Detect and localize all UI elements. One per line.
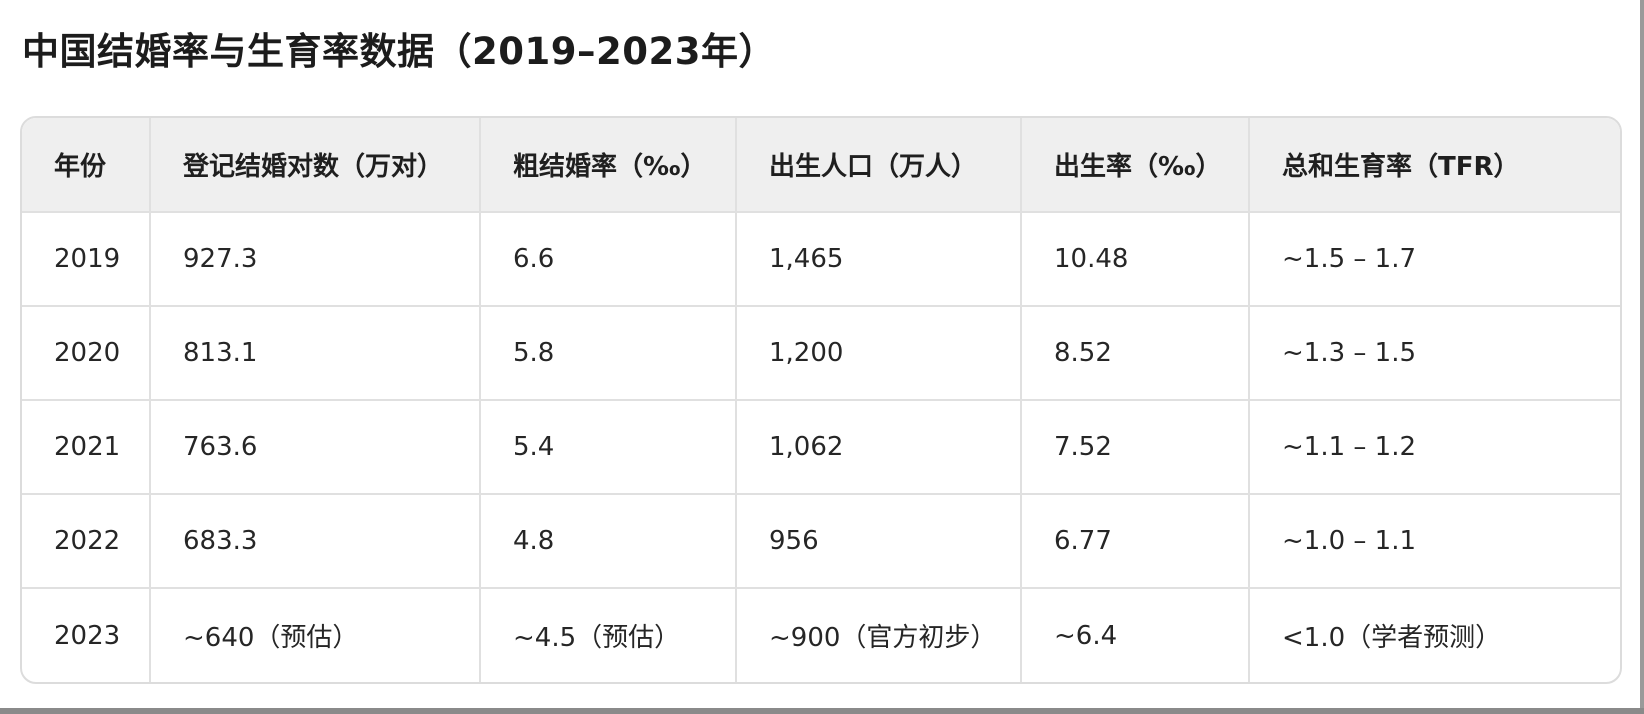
header-births: 出生人口（万人） [736, 118, 1022, 213]
cell-births: 1,062 [736, 400, 1022, 495]
table-row: 2020 813.1 5.8 1,200 8.52 ~1.3 – 1.5 [22, 306, 1620, 401]
header-marriage-registrations: 登记结婚对数（万对） [150, 118, 481, 213]
cell-total-fertility-rate: ~1.0 – 1.1 [1249, 494, 1620, 589]
data-table: 年份 登记结婚对数（万对） 粗结婚率（‰） 出生人口（万人） 出生率（‰） 总和… [22, 118, 1620, 682]
page-title: 中国结婚率与生育率数据（2019–2023年） [22, 30, 776, 73]
cell-year: 2023 [22, 588, 151, 682]
header-birth-rate: 出生率（‰） [1021, 118, 1250, 213]
header-total-fertility-rate: 总和生育率（TFR） [1249, 118, 1620, 213]
cell-total-fertility-rate: ~1.5 – 1.7 [1249, 212, 1620, 307]
cell-birth-rate: 6.77 [1021, 494, 1250, 589]
table-row: 2019 927.3 6.6 1,465 10.48 ~1.5 – 1.7 [22, 212, 1620, 307]
cell-year: 2019 [22, 212, 151, 307]
cell-total-fertility-rate: <1.0（学者预测） [1282, 623, 1502, 653]
cell-marriage-registrations: 927.3 [150, 212, 481, 307]
cell-marriage-registrations: 763.6 [150, 400, 481, 495]
cell-crude-marriage-rate: 5.4 [480, 400, 737, 495]
cell-year: 2022 [22, 494, 151, 589]
cell-births: ~900（官方初步） [736, 588, 1022, 682]
table-header-row: 年份 登记结婚对数（万对） 粗结婚率（‰） 出生人口（万人） 出生率（‰） 总和… [22, 118, 1620, 213]
cell-births: 1,465 [736, 212, 1022, 307]
header-year: 年份 [22, 118, 151, 213]
cell-year: 2021 [22, 400, 151, 495]
table-row: 2022 683.3 4.8 956 6.77 ~1.0 – 1.1 [22, 494, 1620, 589]
data-table-container: 年份 登记结婚对数（万对） 粗结婚率（‰） 出生人口（万人） 出生率（‰） 总和… [20, 116, 1622, 684]
cell-marriage-registrations: 813.1 [150, 306, 481, 401]
cell-marriage-registrations: ~640（预估） [150, 588, 481, 682]
cell-crude-marriage-rate: 4.8 [480, 494, 737, 589]
table-row: 2023 ~640（预估） ~4.5（预估） ~900（官方初步） ~6.4 <… [22, 588, 1620, 682]
cell-marriage-registrations: 683.3 [150, 494, 481, 589]
header-crude-marriage-rate: 粗结婚率（‰） [480, 118, 737, 213]
window-right-border [1640, 0, 1644, 714]
table-row: 2021 763.6 5.4 1,062 7.52 ~1.1 – 1.2 [22, 400, 1620, 495]
cell-births: 956 [736, 494, 1022, 589]
window-bottom-border [0, 708, 1644, 714]
cell-births: 1,200 [736, 306, 1022, 401]
cell-birth-rate: 10.48 [1021, 212, 1250, 307]
cell-total-fertility-rate: ~1.1 – 1.2 [1249, 400, 1620, 495]
cell-crude-marriage-rate: ~4.5（预估） [480, 588, 737, 682]
cell-crude-marriage-rate: 6.6 [480, 212, 737, 307]
cell-total-fertility-rate: ~1.3 – 1.5 [1249, 306, 1620, 401]
cell-birth-rate: 7.52 [1021, 400, 1250, 495]
cell-birth-rate: 8.52 [1021, 306, 1250, 401]
cell-crude-marriage-rate: 5.8 [480, 306, 737, 401]
cell-year: 2020 [22, 306, 151, 401]
cell-birth-rate: ~6.4 [1021, 588, 1250, 682]
